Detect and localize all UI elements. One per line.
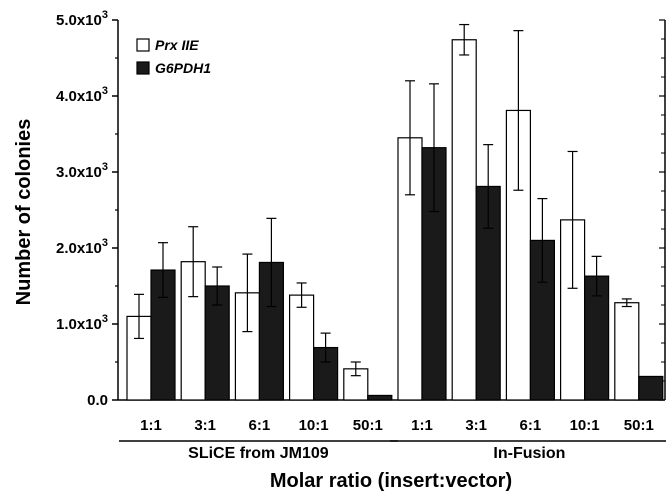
y-tick-label: 0.0	[87, 392, 108, 409]
bar-g6pdh1	[638, 375, 664, 401]
error-bars	[134, 23, 632, 377]
x-category-label: 10:1	[570, 417, 600, 434]
group-label: SLiCE from JM109	[188, 445, 329, 462]
y-ticks: 0.0 1.0x103 2.0x103 3.0x103 4.0x103 5.0x103	[56, 9, 665, 409]
bar-g6pdh1	[583, 275, 610, 401]
bar-prx-iie	[451, 39, 477, 401]
bar-prx-iie	[289, 294, 315, 401]
y-tick-label: 5.0x103	[56, 9, 108, 29]
group-label: In-Fusion	[493, 445, 565, 462]
group-labels: SLiCE from JM109 In-Fusion	[119, 440, 666, 462]
legend-swatch-g6pdh1	[136, 61, 150, 75]
legend: Prx IIE G6PDH1	[136, 37, 211, 76]
x-category-label: 6:1	[249, 417, 271, 434]
bars	[126, 39, 664, 401]
x-axis-title: Molar ratio (insert:vector)	[270, 470, 512, 492]
y-tick-label: 1.0x103	[56, 313, 108, 333]
x-category-label: 6:1	[520, 417, 542, 434]
bar-prx-iie	[614, 302, 640, 401]
x-category-labels: 1:1 3:1 6:1 10:1 50:1 1:1 3:1 6:1 10:1 50:1	[140, 417, 654, 434]
x-category-label: 50:1	[353, 417, 383, 434]
legend-label-g6pdh1: G6PDH1	[155, 60, 211, 76]
x-category-label: 3:1	[465, 417, 487, 434]
y-axis-title: Number of colonies	[13, 119, 35, 306]
y-tick-label: 4.0x103	[56, 85, 108, 105]
y-tick-label: 2.0x103	[56, 237, 108, 257]
x-category-label: 10:1	[299, 417, 329, 434]
x-category-label: 1:1	[140, 417, 162, 434]
bar-g6pdh1	[475, 185, 501, 401]
x-category-label: 3:1	[194, 417, 216, 434]
legend-label-prx-iie: Prx IIE	[155, 37, 199, 53]
y-tick-label: 3.0x103	[56, 161, 108, 181]
legend-swatch-prx-iie	[136, 38, 150, 52]
x-category-label: 1:1	[411, 417, 433, 434]
bar-g6pdh1	[367, 394, 393, 401]
x-category-label: 50:1	[624, 417, 654, 434]
